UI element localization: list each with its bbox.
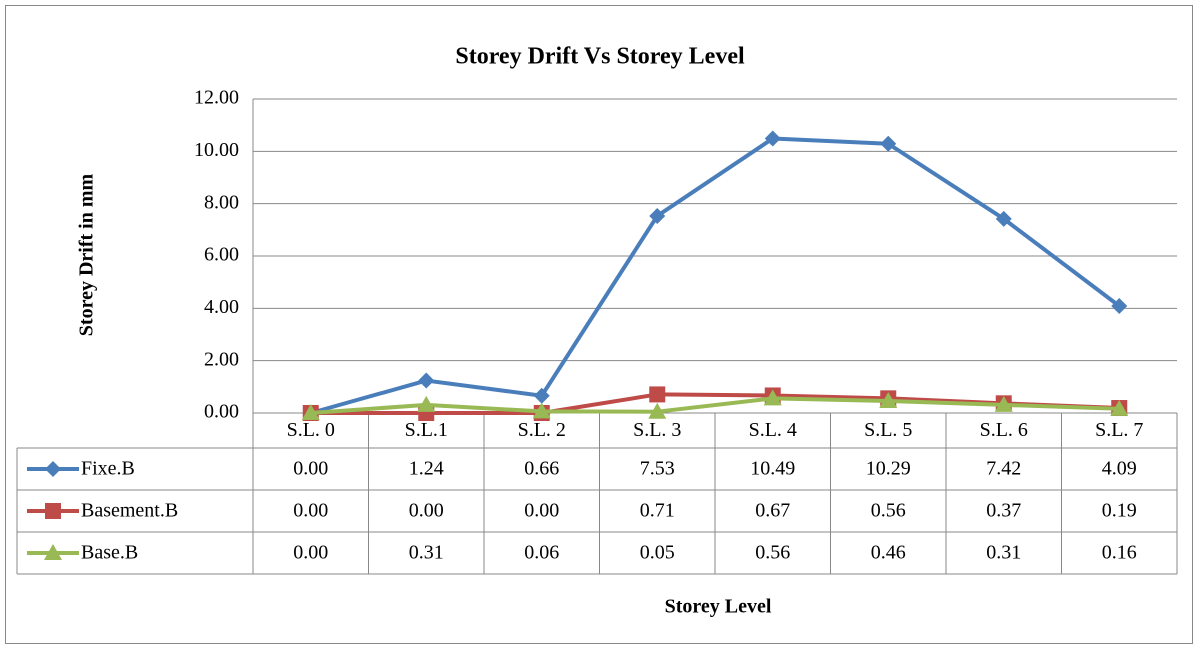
x-tick-label: S.L. 7 (1095, 419, 1143, 441)
marker (301, 404, 320, 420)
table-cell: 7.53 (640, 458, 675, 480)
marker (1110, 399, 1129, 416)
x-tick-label: S.L. 2 (518, 419, 566, 441)
y-tick-label: 6.00 (204, 244, 239, 266)
table-cell: 0.00 (409, 500, 444, 522)
marker (649, 207, 666, 224)
x-tick-label: S.L. 3 (633, 419, 681, 441)
table-cell: 0.06 (524, 542, 559, 564)
marker (879, 391, 898, 408)
table-cell: 0.00 (524, 500, 559, 522)
x-tick-label: S.L. 6 (980, 419, 1028, 441)
table-cell: 7.42 (986, 458, 1021, 480)
table-cell: 0.67 (755, 500, 790, 522)
marker (417, 395, 436, 412)
marker (763, 389, 782, 406)
y-tick-label: 12.00 (194, 87, 239, 109)
table-cell: 1.24 (409, 458, 444, 480)
x-tick-label: S.L.1 (405, 419, 448, 441)
table-cell: 0.00 (293, 458, 328, 480)
marker (994, 395, 1013, 412)
legend-label: Base.B (81, 542, 138, 564)
table-cell: 0.66 (524, 458, 559, 480)
table-cell: 0.31 (409, 542, 444, 564)
marker (533, 387, 550, 404)
marker (995, 210, 1012, 227)
table-cell: 0.16 (1102, 542, 1137, 564)
legend-marker (44, 544, 62, 560)
legend-label: Fixe.B (81, 458, 135, 480)
marker (764, 130, 781, 147)
x-tick-label: S.L. 4 (749, 419, 797, 441)
table-cell: 0.56 (871, 500, 906, 522)
marker (648, 402, 667, 419)
legend-marker (45, 461, 61, 477)
marker (649, 386, 666, 403)
y-tick-label: 4.00 (204, 296, 239, 318)
x-tick-label: S.L. 5 (864, 419, 912, 441)
y-tick-label: 10.00 (194, 139, 239, 161)
table-cell: 0.46 (871, 542, 906, 564)
table-cell: 4.09 (1102, 458, 1137, 480)
table-cell: 0.05 (640, 542, 675, 564)
marker (532, 402, 551, 419)
table-cell: 0.19 (1102, 500, 1137, 522)
table-cell: 0.37 (986, 500, 1021, 522)
table-cell: 0.56 (755, 542, 790, 564)
table-cell: 0.31 (986, 542, 1021, 564)
legend-marker (45, 503, 61, 519)
x-tick-label: S.L. 0 (287, 419, 335, 441)
marker (880, 135, 897, 152)
table-cell: 10.29 (866, 458, 911, 480)
y-tick-label: 8.00 (204, 191, 239, 213)
table-cell: 0.00 (293, 500, 328, 522)
chart-title: Storey Drift Vs Storey Level (455, 44, 745, 70)
y-axis-title: Storey Drift in mm (76, 173, 98, 336)
marker (1111, 297, 1128, 314)
y-tick-label: 0.00 (204, 401, 239, 423)
series-line (310, 396, 1120, 415)
series-line (310, 136, 1121, 415)
y-tick-label: 2.00 (204, 348, 239, 370)
x-axis-title: Storey Level (665, 596, 772, 618)
table-cell: 0.71 (640, 500, 675, 522)
table-cell: 0.00 (293, 542, 328, 564)
legend-label: Basement.B (81, 500, 178, 522)
table-cell: 10.49 (750, 458, 795, 480)
marker (418, 372, 435, 389)
